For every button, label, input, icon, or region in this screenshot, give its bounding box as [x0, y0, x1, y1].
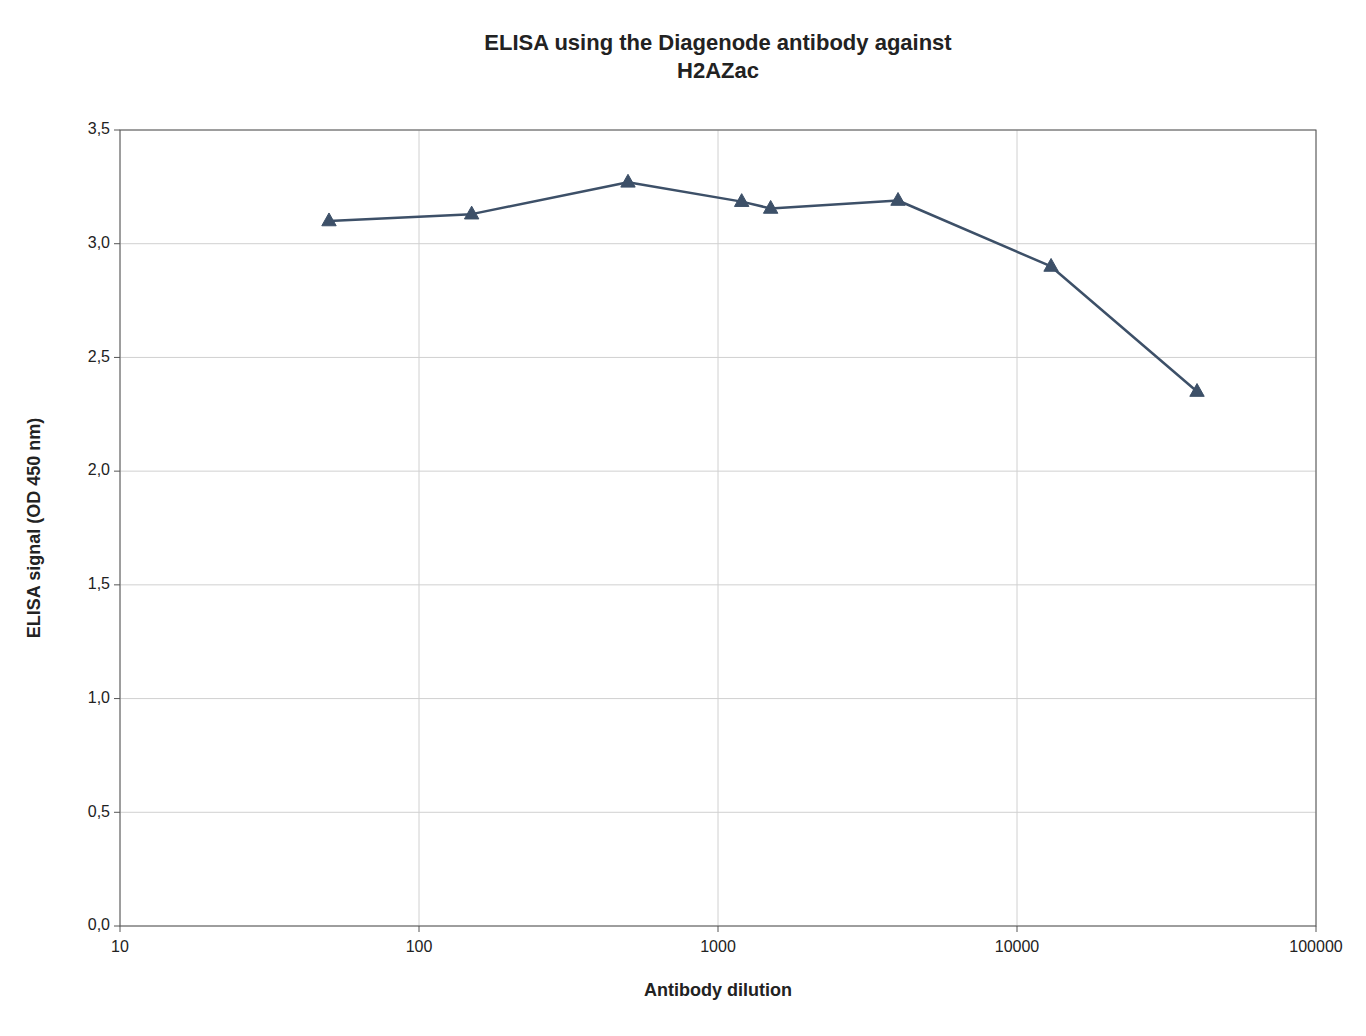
- y-tick-label: 3,5: [88, 120, 110, 137]
- data-point: [763, 200, 777, 213]
- y-tick: [114, 243, 120, 244]
- x-tick: [1017, 926, 1018, 932]
- data-line: [329, 182, 1197, 391]
- data-point: [621, 174, 635, 187]
- x-tick: [419, 926, 420, 932]
- y-tick: [114, 812, 120, 813]
- x-tick: [120, 926, 121, 932]
- chart-svg: 0,0 0,5 1,0 1,5 2,0 2,5 3,0 3,5 10 100 1000 10000 10…: [0, 0, 1366, 1036]
- x-tick-label: 10000: [995, 938, 1040, 955]
- x-axis-label: Antibody dilution: [644, 980, 792, 1000]
- y-tick: [114, 130, 120, 131]
- data-point: [322, 213, 336, 226]
- y-tick-label: 2,5: [88, 348, 110, 365]
- data-point: [734, 194, 748, 207]
- x-tick: [718, 926, 719, 932]
- data-point: [1190, 384, 1204, 397]
- data-point: [891, 193, 905, 206]
- data-point: [464, 206, 478, 219]
- x-tick-label: 1000: [700, 938, 736, 955]
- y-tick-label: 1,5: [88, 575, 110, 592]
- y-tick: [114, 584, 120, 585]
- y-tick-label: 1,0: [88, 689, 110, 706]
- y-tick-label: 2,0: [88, 461, 110, 478]
- y-tick-label: 0,5: [88, 803, 110, 820]
- y-tick-label: 3,0: [88, 234, 110, 251]
- grid: [120, 130, 1316, 926]
- y-tick: [114, 357, 120, 358]
- data-point: [1044, 258, 1058, 271]
- series: [322, 174, 1204, 396]
- y-axis-label: ELISA signal (OD 450 nm): [24, 418, 44, 638]
- title: ELISA using the Diagenode antibody again…: [484, 30, 952, 83]
- plot-background: [120, 130, 1316, 926]
- x-grid-line: [1017, 130, 1018, 926]
- x-tick-label: 100: [406, 938, 433, 955]
- x-tick-label: 100000: [1289, 938, 1342, 955]
- x-grid-line: [718, 130, 719, 926]
- axes: 0,0 0,5 1,0 1,5 2,0 2,5 3,0 3,5 10 100 1000 10000 10…: [88, 120, 1343, 955]
- y-tick-label: 0,0: [88, 916, 110, 933]
- y-tick: [114, 471, 120, 472]
- y-tick: [114, 926, 120, 927]
- chart-container: 0,0 0,5 1,0 1,5 2,0 2,5 3,0 3,5 10 100 1000 10000 10…: [0, 0, 1366, 1036]
- x-grid-line: [419, 130, 420, 926]
- x-tick: [1316, 926, 1317, 932]
- x-tick-label: 10: [111, 938, 129, 955]
- plot-frame: [120, 130, 1316, 926]
- y-tick: [114, 698, 120, 699]
